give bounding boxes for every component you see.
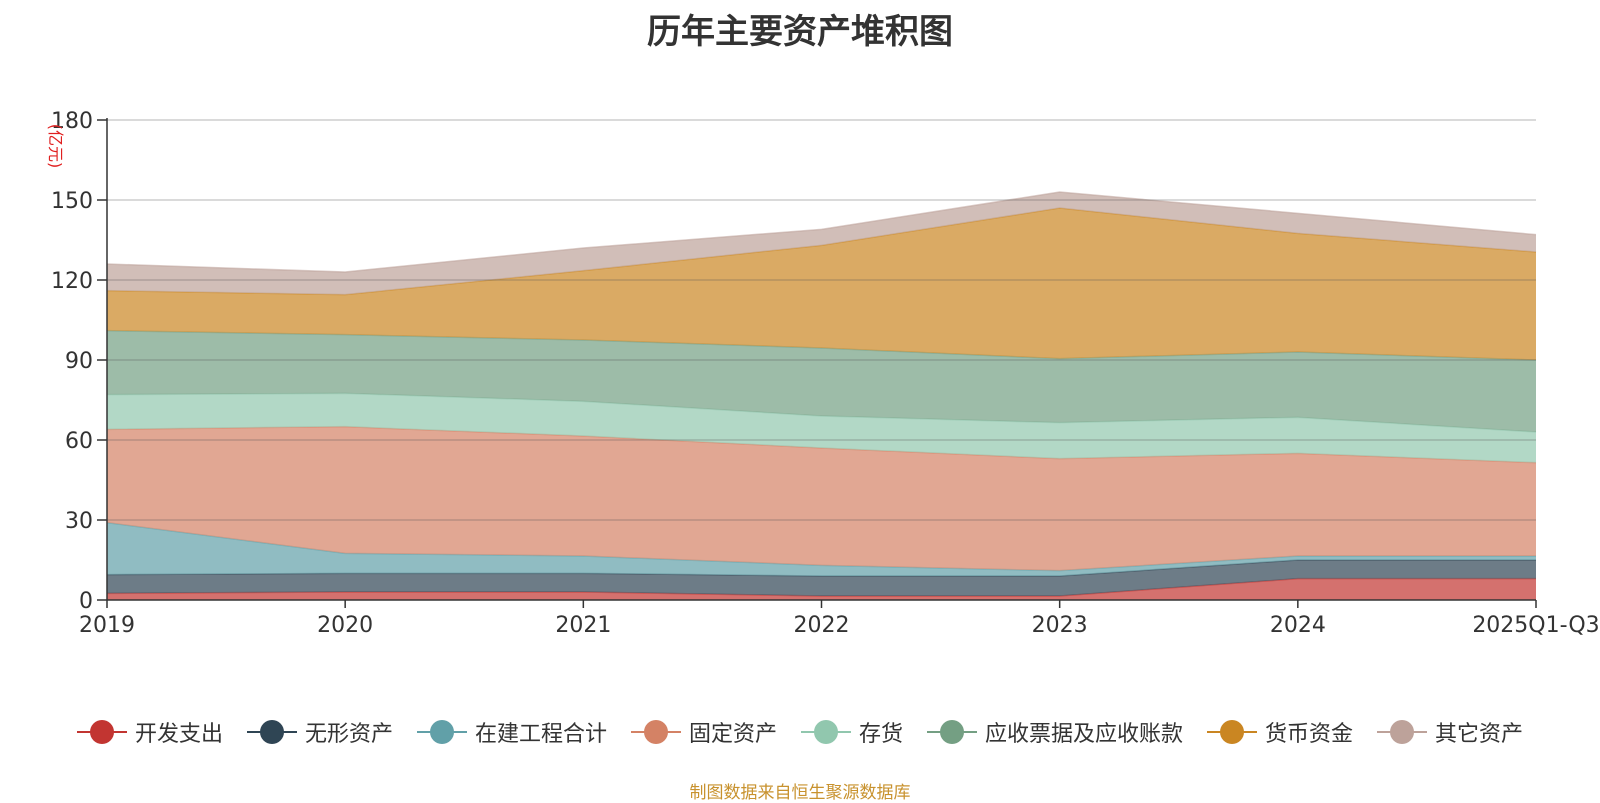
x-tick-label: 2022 — [794, 613, 850, 638]
y-tick-label: 60 — [65, 429, 93, 454]
x-tick-label: 2019 — [79, 613, 135, 638]
legend-item[interactable]: 开发支出 — [76, 716, 223, 748]
legend-marker-icon — [927, 720, 978, 744]
legend-label: 固定资产 — [688, 722, 777, 747]
x-tick-label: 2025Q1-Q3 — [1472, 613, 1599, 638]
legend-marker-icon — [416, 720, 467, 744]
legend-item[interactable]: 存货 — [801, 716, 903, 748]
legend-marker-icon — [246, 720, 297, 744]
legend-marker-icon — [630, 720, 681, 744]
legend-label: 应收票据及应收账款 — [985, 722, 1184, 747]
area-series-4[interactable] — [107, 426, 1536, 571]
legend-label: 在建工程合计 — [474, 722, 607, 747]
series-line-8 — [106, 191, 1537, 273]
area-series-7[interactable] — [107, 208, 1536, 360]
legend-item[interactable]: 其它资产 — [1377, 716, 1523, 748]
y-tick-label: 30 — [65, 509, 93, 534]
legend-label: 开发支出 — [134, 722, 223, 747]
y-tick-label: 90 — [65, 349, 93, 374]
legend-marker-icon — [801, 720, 851, 744]
legend-item[interactable]: 无形资产 — [246, 716, 393, 748]
area-series-5[interactable] — [107, 393, 1536, 463]
y-axis-unit-label: (亿元) — [46, 124, 65, 169]
source-note: 制图数据来自恒生聚源数据库 — [689, 783, 911, 803]
x-tick-label: 2021 — [555, 613, 611, 638]
x-tick-label: 2020 — [317, 613, 373, 638]
legend: 开发支出 无形资产 在建工程合计 固定资产 存货 应收票据及应收账款 货币资金 其它资产 — [0, 716, 1600, 748]
legend-label: 货币资金 — [1265, 722, 1354, 747]
area-series-3[interactable] — [107, 522, 1536, 576]
legend-item[interactable]: 固定资产 — [630, 716, 777, 748]
x-tick-label: 2024 — [1270, 613, 1326, 638]
area-series-8[interactable] — [107, 192, 1536, 295]
chart-title: 历年主要资产堆积图 — [647, 12, 953, 52]
y-tick-label: 120 — [51, 269, 93, 294]
legend-item[interactable]: 应收票据及应收账款 — [927, 716, 1183, 748]
x-tick-label: 2023 — [1032, 613, 1088, 638]
legend-label: 存货 — [859, 722, 904, 747]
y-tick-label: 0 — [79, 589, 93, 614]
y-tick-label: 150 — [51, 189, 93, 214]
y-tick-label: 180 — [51, 109, 93, 134]
legend-item[interactable]: 货币资金 — [1207, 716, 1353, 748]
legend-marker-icon — [1207, 720, 1258, 744]
legend-label: 无形资产 — [304, 722, 393, 747]
area-series-2[interactable] — [107, 560, 1536, 596]
legend-label: 其它资产 — [1435, 722, 1524, 747]
legend-marker-icon — [1377, 720, 1428, 744]
legend-item[interactable]: 在建工程合计 — [416, 716, 607, 748]
legend-marker-icon — [76, 720, 127, 744]
area-series-1[interactable] — [107, 578, 1536, 600]
